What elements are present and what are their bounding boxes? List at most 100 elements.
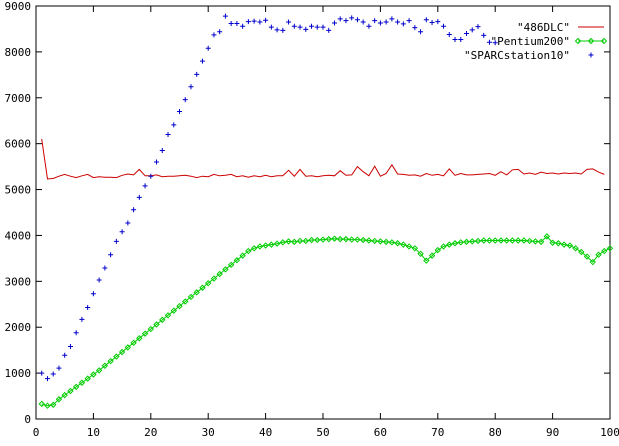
data-point [440,243,447,250]
data-point [176,302,183,310]
legend: "486DLC""Pentium200""SPARCstation10" [464,21,608,62]
data-point [182,298,189,305]
data-point [55,396,63,403]
data-point [147,325,155,333]
data-point [400,241,407,248]
data-point [39,370,45,376]
data-point [118,348,126,356]
data-point [101,362,109,369]
series-line [41,139,605,180]
data-point [566,242,574,249]
data-point [469,27,475,33]
data-point [154,159,160,165]
data-point [108,252,114,258]
data-point [434,246,442,254]
data-point [245,247,252,255]
data-point [331,20,337,26]
data-point [394,240,401,247]
data-point [291,238,298,246]
data-point [319,236,327,243]
data-point [320,24,326,30]
y-tick-label: 5000 [5,184,32,197]
data-point [337,16,343,22]
data-point [537,238,545,246]
data-point [210,275,218,282]
data-point [222,266,229,273]
data-point [38,400,45,408]
data-point [452,36,458,42]
series-2 [39,13,498,382]
data-point [475,24,481,30]
y-tick-label: 3000 [5,275,32,288]
data-point [148,173,154,179]
legend-marker [600,37,608,45]
data-point [446,241,453,248]
legend-marker [574,37,582,45]
data-point [84,375,91,382]
legend-marker [588,52,594,58]
data-point [314,236,321,244]
data-point [124,344,132,351]
data-point [428,252,436,259]
data-point [296,237,304,245]
data-point [342,235,350,243]
x-tick-label: 70 [431,426,444,439]
data-point [457,239,464,246]
data-point [435,19,441,25]
data-point [187,293,195,301]
data-point [509,237,516,244]
data-point [262,242,269,249]
data-point [136,194,142,200]
data-point [279,239,287,246]
data-point [250,245,258,252]
data-point [491,237,499,244]
data-point [286,19,292,25]
data-point [405,243,413,250]
data-point [107,357,114,365]
data-point [79,316,85,322]
data-point [141,330,149,337]
data-point [90,371,97,378]
data-point [204,279,212,287]
data-point [131,207,137,213]
data-point [417,250,424,258]
y-tick-label: 6000 [5,138,32,151]
data-point [199,284,206,291]
data-point [543,233,551,240]
data-point [486,237,493,244]
data-point [377,20,383,26]
y-tick-label: 7000 [5,92,32,105]
data-point [309,23,315,29]
data-point [50,371,56,377]
data-point [520,237,528,244]
data-point [423,257,430,264]
data-point [273,240,281,247]
data-point [395,19,401,25]
y-tick-label: 1000 [5,367,32,380]
data-point [497,237,505,244]
data-point [451,240,459,247]
data-point [360,19,366,25]
data-point [227,261,235,269]
y-tick-label: 4000 [5,229,32,242]
data-point [67,387,74,395]
data-point [268,24,274,30]
data-point [177,109,182,115]
data-point [193,289,200,296]
data-point [96,277,102,283]
data-point [549,239,556,246]
data-point [372,18,378,24]
data-point [102,265,108,271]
data-point [400,21,406,27]
data-point [423,17,429,23]
data-point [50,401,57,408]
data-point [458,36,464,42]
data-point [291,23,297,29]
data-point [44,402,51,409]
data-point [113,353,120,360]
x-tick-label: 50 [316,426,329,439]
data-point [245,19,251,25]
legend-label: "SPARCstation10" [464,49,570,62]
data-point [325,235,332,243]
